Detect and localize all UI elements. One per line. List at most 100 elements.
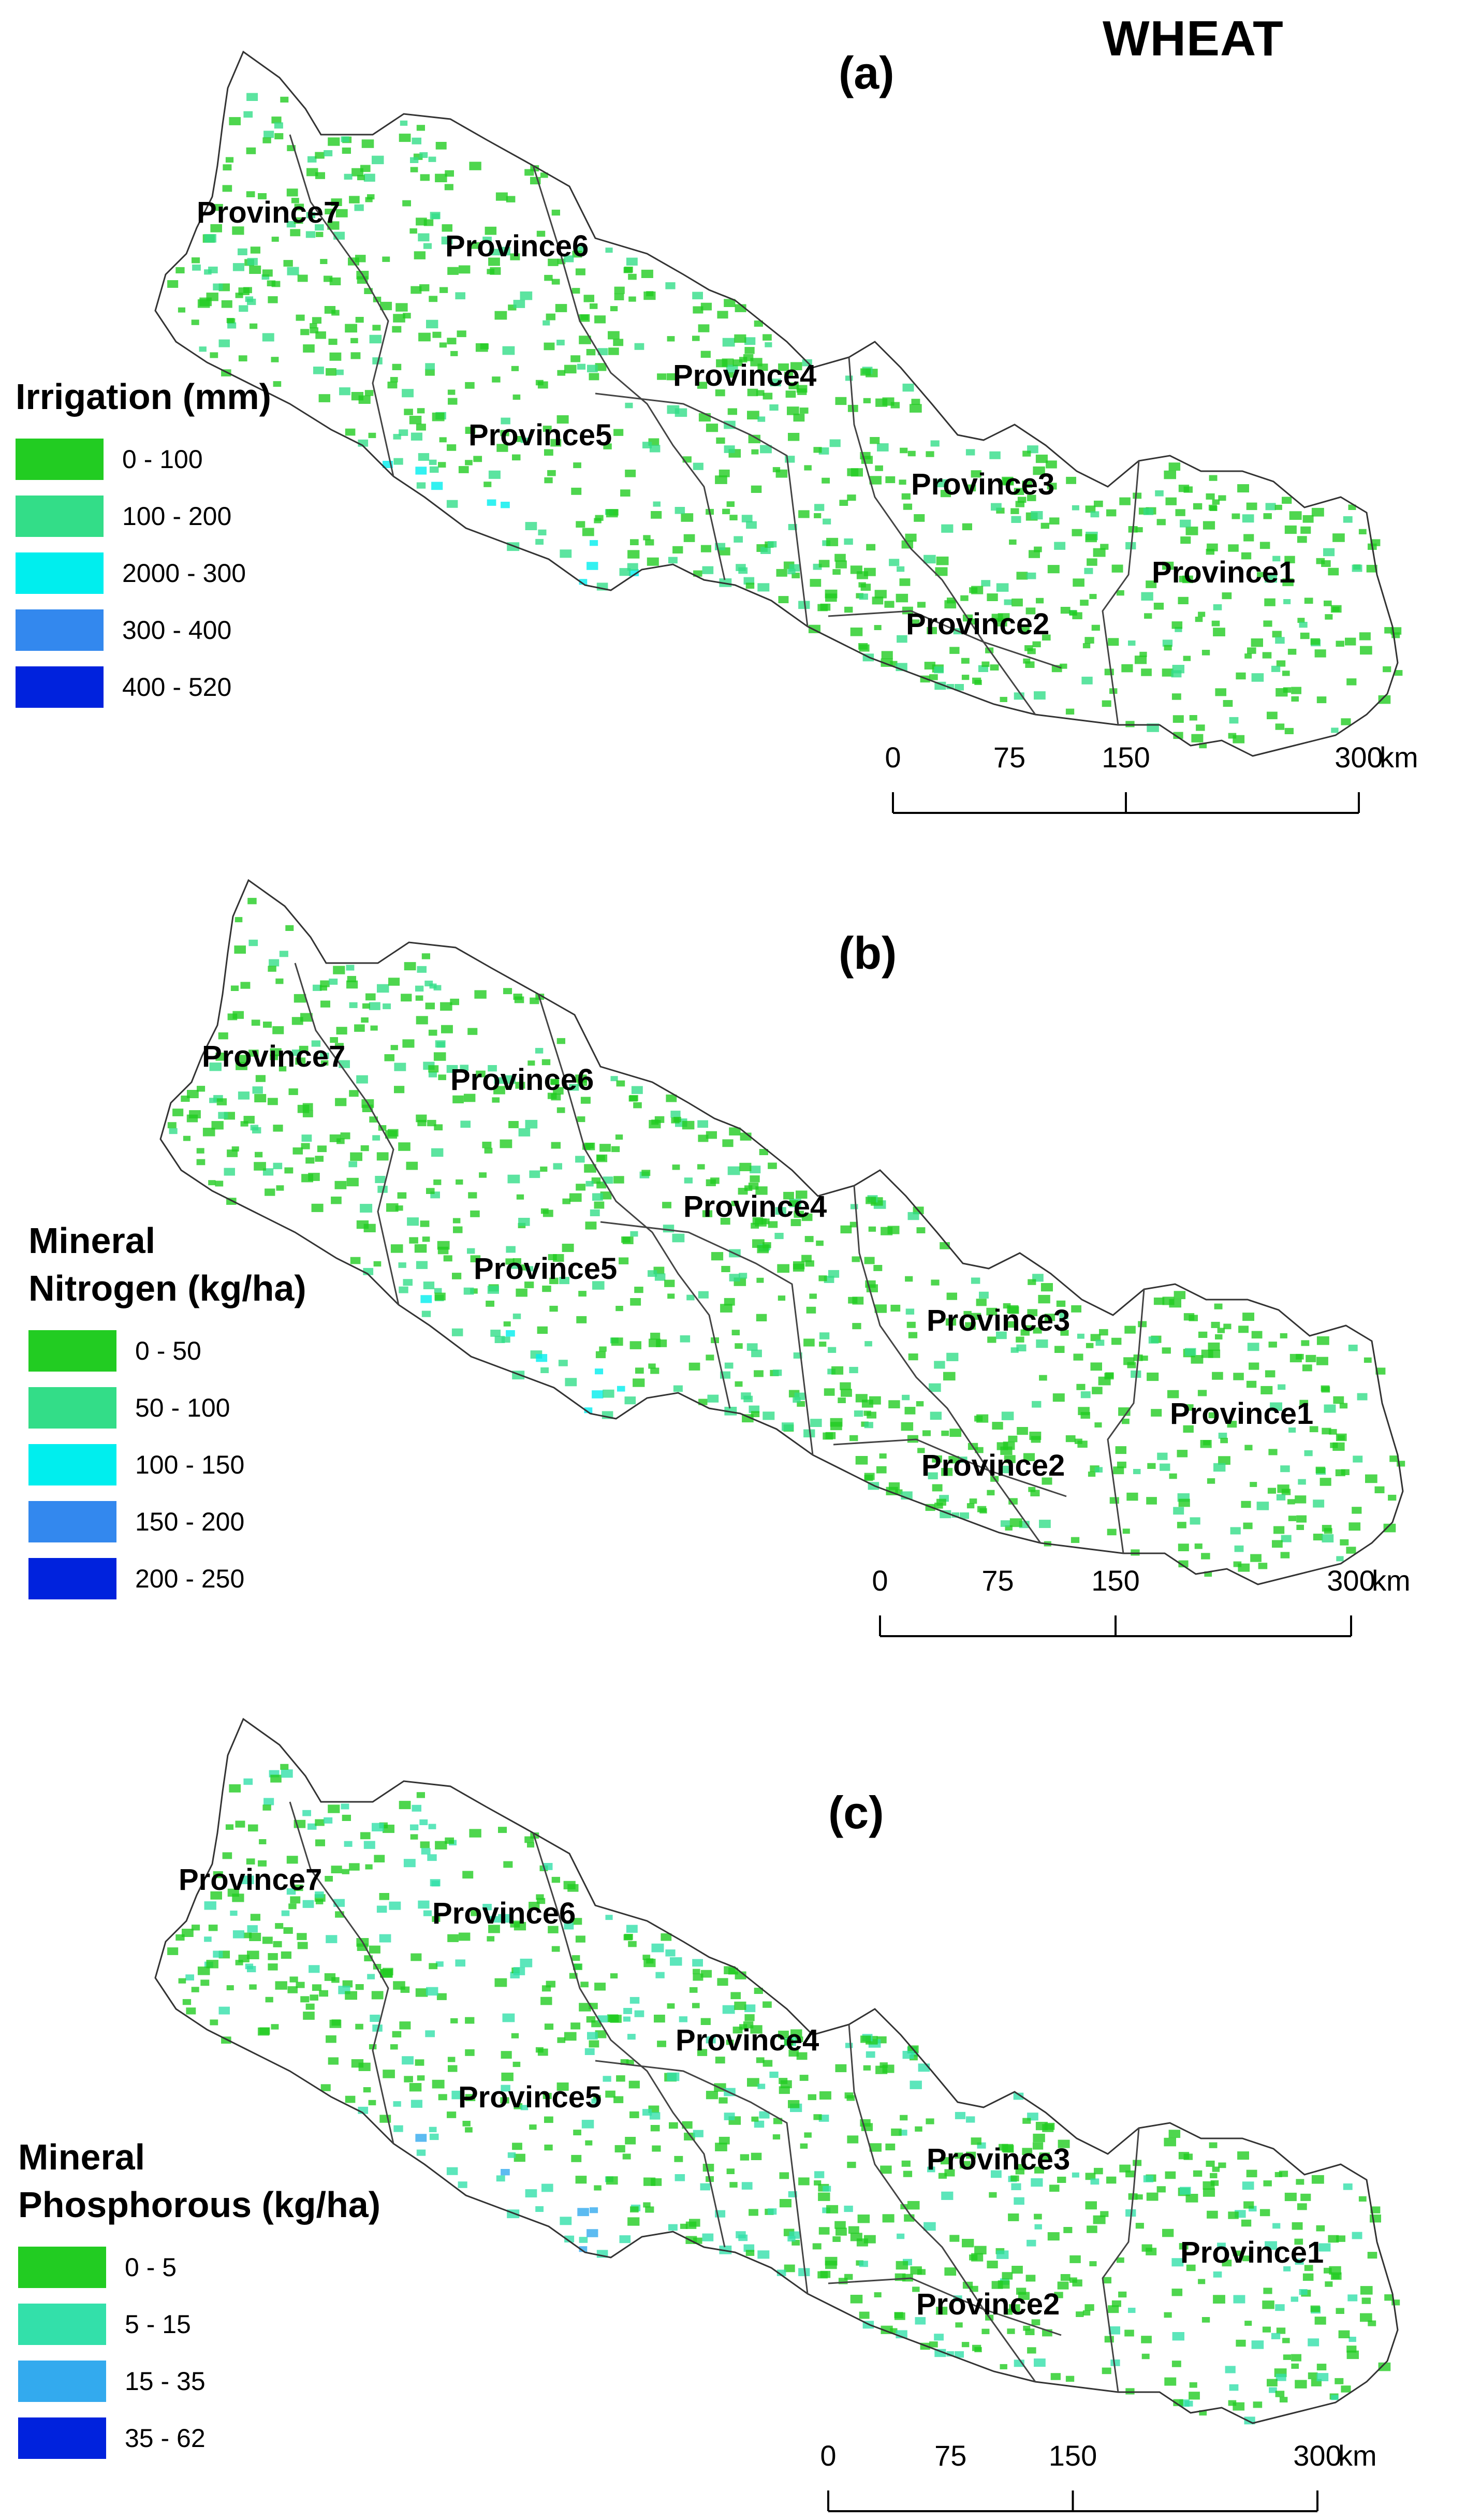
province-label: Province4 — [683, 1190, 827, 1223]
province-border — [1102, 2128, 1140, 2393]
province-border — [532, 1832, 726, 2248]
province-border — [828, 610, 1062, 669]
cropland-pixels — [167, 93, 1403, 749]
scale-tick-label: 75 — [993, 741, 1026, 774]
legend-label: 200 - 250 — [135, 1564, 245, 1593]
crop-title: WHEAT — [1103, 11, 1284, 66]
country-outline — [154, 50, 1399, 757]
cropland-pixels — [167, 1764, 1400, 2425]
province-map: Province7 Province6 Province5 Province4 Prov… — [159, 879, 1405, 1585]
legend-swatch — [28, 1387, 116, 1429]
legend-swatch — [16, 439, 104, 480]
province-border — [828, 2277, 1062, 2336]
legend-item: 5 - 15 — [18, 2296, 380, 2353]
scale-tick-label: 300 — [1293, 2439, 1342, 2472]
scale-tick-label: 150 — [1048, 2439, 1097, 2472]
province-border — [537, 994, 731, 1409]
scale-tick-label: 0 — [872, 1564, 888, 1597]
legend-label: 400 - 520 — [122, 673, 232, 702]
scale-tick-label: 0 — [885, 741, 901, 774]
legend-item: 0 - 5 — [18, 2239, 380, 2296]
legend-label: 2000 - 300 — [122, 559, 246, 588]
legend-swatch — [16, 609, 104, 651]
province-label: Province1 — [1170, 1397, 1313, 1431]
province-border — [289, 1801, 394, 2144]
province-label: Province2 — [921, 1449, 1065, 1482]
province-map: Province7 Province6 Province5 Province4 Prov… — [154, 50, 1403, 757]
scale-tick-label: 300 — [1335, 741, 1383, 774]
legend-swatch — [16, 666, 104, 708]
legend-label: 150 - 200 — [135, 1507, 245, 1536]
province-label: Province6 — [432, 1897, 576, 1930]
legend-item: 35 - 62 — [18, 2410, 380, 2467]
province-border — [600, 1221, 814, 1455]
legend-label: 0 - 5 — [125, 2253, 177, 2282]
legend: Mineral Phosphorous (kg/ha) 0 - 5 5 - 15 15… — [18, 2133, 380, 2467]
province-label: Province6 — [445, 229, 589, 263]
legend-swatch — [18, 2361, 106, 2402]
panel-label: (b) — [839, 927, 897, 979]
scale-tick-label: 0 — [820, 2439, 837, 2472]
province-label: Province2 — [916, 2288, 1060, 2321]
country-outline — [154, 1717, 1399, 2424]
province-label: Province3 — [911, 468, 1054, 501]
province-border — [1102, 460, 1140, 725]
legend-item: 400 - 520 — [16, 659, 271, 716]
province-map: Province7 Province6 Province5 Province4 Prov… — [154, 1717, 1400, 2425]
scale-tick-label: 75 — [934, 2439, 967, 2472]
province-label: Province2 — [906, 607, 1049, 641]
legend-label: 15 - 35 — [125, 2367, 206, 2396]
legend-swatch — [16, 552, 104, 594]
legend-item: 0 - 50 — [28, 1322, 306, 1379]
scale-unit: km — [1372, 1564, 1411, 1597]
legend-label: 300 - 400 — [122, 616, 232, 645]
province-border — [595, 2060, 809, 2294]
legend-swatch — [18, 2247, 106, 2288]
legend-label: 100 - 200 — [122, 502, 232, 531]
legend-swatch — [16, 496, 104, 537]
legend-label: 50 - 100 — [135, 1393, 230, 1422]
legend-label: 100 - 150 — [135, 1450, 245, 1479]
legend-swatch — [28, 1501, 116, 1542]
legend-item: 100 - 150 — [28, 1436, 306, 1493]
province-border — [595, 392, 809, 627]
province-label: Province6 — [450, 1063, 594, 1097]
province-label: Province3 — [927, 2143, 1070, 2176]
province-border — [532, 165, 726, 580]
panel-label: (a) — [839, 47, 895, 98]
legend-item: 15 - 35 — [18, 2353, 380, 2410]
map-panel-c: Province7 Province6 Province5 Province4 Prov… — [0, 1667, 1466, 2520]
legend-swatch — [18, 2417, 106, 2459]
legend-item: 150 - 200 — [28, 1493, 306, 1550]
legend-item: 2000 - 300 — [16, 545, 271, 602]
province-label: Province3 — [927, 1304, 1070, 1337]
map-panel-a: Province7 Province6 Province5 Province4 Prov… — [0, 0, 1466, 828]
province-label: Province5 — [458, 2080, 602, 2114]
province-border — [833, 1438, 1067, 1497]
legend-label: 5 - 15 — [125, 2310, 191, 2339]
legend-item: 100 - 200 — [16, 488, 271, 545]
province-label: Province4 — [673, 359, 816, 392]
panel-label: (c) — [828, 1787, 884, 1838]
scale-tick-label: 75 — [981, 1564, 1014, 1597]
legend-item: 50 - 100 — [28, 1379, 306, 1436]
scale-unit: km — [1380, 741, 1418, 774]
province-label: Province5 — [474, 1252, 617, 1286]
scale-tick-label: 300 — [1327, 1564, 1375, 1597]
scale-tick-label: 150 — [1102, 741, 1150, 774]
scale-tick-label: 150 — [1091, 1564, 1140, 1597]
province-label: Province7 — [202, 1040, 345, 1073]
province-border — [294, 963, 400, 1305]
legend-swatch — [28, 1330, 116, 1372]
legend-title: Irrigation (mm) — [16, 376, 271, 417]
scale-unit: km — [1338, 2439, 1377, 2472]
legend: Mineral Nitrogen (kg/ha) 0 - 50 50 - 100 10… — [28, 1217, 306, 1607]
legend-item: 200 - 250 — [28, 1550, 306, 1607]
cropland-pixels — [167, 898, 1405, 1577]
legend-item: 0 - 100 — [16, 431, 271, 488]
legend-title: Mineral Phosphorous (kg/ha) — [18, 2137, 380, 2225]
province-border — [289, 134, 394, 477]
legend-label: 0 - 100 — [122, 445, 203, 474]
legend-swatch — [18, 2304, 106, 2345]
legend: Irrigation (mm) 0 - 100 100 - 200 2000 - 30… — [16, 373, 271, 716]
